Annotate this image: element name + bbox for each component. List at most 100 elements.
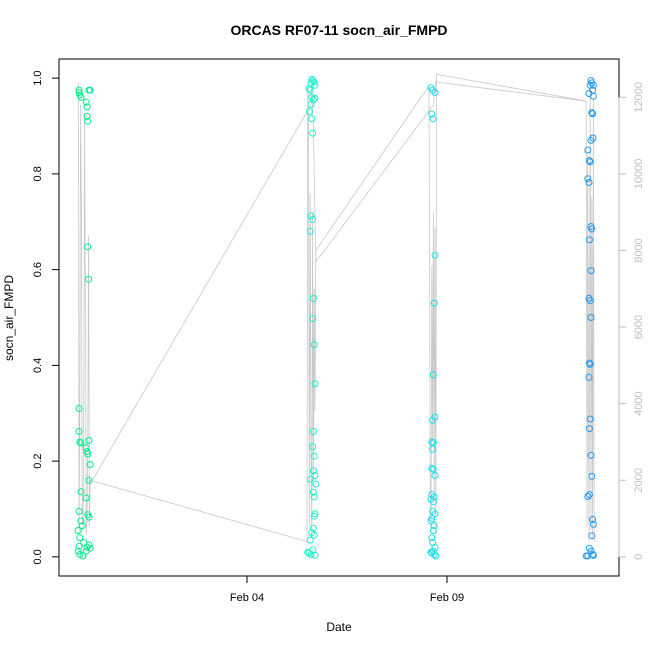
data-point	[76, 438, 84, 446]
x-axis-label: Date	[326, 620, 352, 634]
data-point	[587, 451, 595, 459]
y-axis-label: socn_air_FMPD	[2, 275, 16, 361]
data-point	[589, 81, 597, 89]
y2-tick-label: 2000	[633, 468, 645, 492]
data-point	[431, 251, 439, 259]
data-point	[83, 543, 91, 551]
y-tick-label: 0.2	[32, 453, 44, 468]
x-axis: Feb 04 Feb 09	[230, 575, 464, 604]
data-point	[306, 86, 314, 94]
data-point	[306, 536, 314, 544]
data-point	[305, 549, 313, 557]
data-point	[85, 513, 93, 521]
data-point	[76, 534, 84, 542]
y2-tick-label: 6000	[633, 315, 645, 339]
data-point	[582, 552, 590, 560]
data-point	[428, 491, 436, 499]
data-point	[308, 115, 316, 123]
chart-title: ORCAS RF07-11 socn_air_FMPD	[230, 22, 447, 38]
data-point	[82, 444, 90, 452]
altitude-line	[77, 73, 595, 543]
data-point	[589, 92, 597, 100]
data-point	[305, 108, 313, 116]
data-point	[431, 89, 439, 96]
data-point	[430, 299, 438, 307]
data-point	[586, 360, 594, 368]
data-point	[431, 543, 439, 551]
data-point	[587, 136, 595, 144]
data-point	[431, 472, 439, 479]
data-point	[84, 117, 92, 125]
data-point	[307, 101, 315, 108]
data-point	[309, 427, 317, 435]
data-point	[427, 495, 435, 503]
data-point	[586, 158, 594, 166]
data-point	[306, 227, 314, 235]
data-point	[75, 427, 83, 435]
data-point	[588, 225, 596, 233]
data-point	[586, 297, 594, 305]
y2-axis: 0 2000 4000 6000 8000 10000 12000	[618, 82, 645, 560]
data-point	[584, 175, 592, 183]
data-point	[427, 548, 435, 556]
y-tick-label: 0.6	[32, 262, 44, 277]
data-point	[85, 437, 93, 444]
data-point	[588, 472, 596, 480]
data-point	[428, 110, 436, 118]
data-point	[429, 498, 437, 506]
data-point	[77, 93, 85, 101]
data-point	[309, 524, 317, 532]
data-point	[429, 371, 437, 379]
data-point	[311, 380, 319, 388]
y2-tick-label: 12000	[633, 82, 645, 113]
data-point	[430, 522, 438, 530]
data-point	[77, 488, 85, 496]
data-point	[308, 529, 316, 537]
series-2	[304, 75, 320, 559]
data-point	[588, 109, 596, 117]
data-point	[589, 551, 597, 559]
y-tick-label: 1.0	[32, 70, 44, 85]
data-point	[309, 294, 317, 302]
series-1	[74, 86, 94, 560]
y-tick-label: 0.8	[32, 166, 44, 181]
data-point	[585, 179, 593, 186]
data-point	[85, 275, 93, 283]
data-point	[429, 115, 437, 123]
data-point	[309, 467, 317, 475]
data-point	[78, 522, 86, 530]
y-tick-label: 0.4	[32, 358, 44, 373]
data-point	[84, 243, 92, 251]
data-point	[309, 215, 317, 223]
data-point	[304, 548, 312, 556]
data-point	[75, 542, 83, 550]
data-point	[431, 510, 439, 518]
data-point	[75, 86, 83, 94]
data-point	[585, 236, 593, 244]
data-point	[86, 544, 94, 552]
data-point	[311, 551, 319, 559]
x-tick-label: Feb 04	[230, 592, 264, 604]
data-point	[311, 94, 319, 102]
data-points	[74, 75, 597, 560]
data-point	[311, 81, 319, 89]
data-point	[305, 85, 313, 93]
data-point	[310, 512, 318, 520]
data-point	[589, 520, 597, 528]
data-point	[310, 78, 318, 86]
data-point	[309, 315, 317, 322]
data-point	[77, 439, 85, 447]
data-point	[306, 475, 314, 483]
data-point	[589, 516, 597, 523]
data-point	[429, 416, 437, 424]
data-point	[585, 373, 593, 381]
data-point	[428, 534, 436, 542]
data-point	[584, 146, 592, 154]
data-point	[76, 551, 84, 558]
data-point	[79, 552, 87, 560]
y2-tick-label: 8000	[633, 238, 645, 262]
data-point	[85, 476, 93, 484]
y2-tick-label: 10000	[633, 159, 645, 190]
data-point	[429, 465, 437, 473]
